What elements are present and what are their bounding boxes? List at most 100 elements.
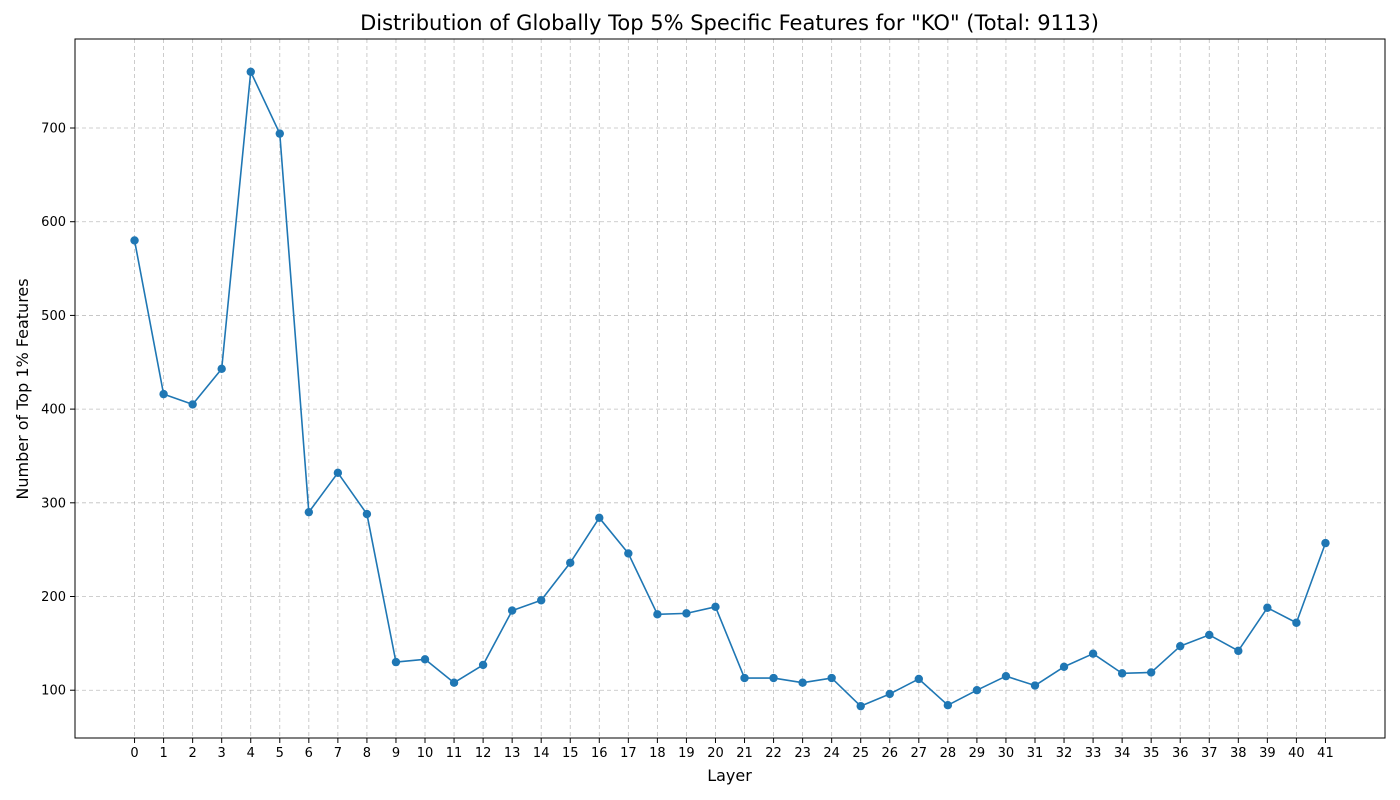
- data-point: [1146, 668, 1156, 677]
- data-point: [420, 655, 430, 664]
- data-point: [333, 468, 343, 478]
- x-tick-label: 33: [1085, 746, 1102, 761]
- y-tick-label: 200: [41, 590, 66, 605]
- x-tick-label: 4: [247, 746, 255, 761]
- x-tick-label: 10: [417, 746, 434, 761]
- data-point: [1030, 681, 1040, 690]
- data-point: [391, 657, 401, 667]
- x-tick-label: 9: [392, 746, 400, 761]
- x-tick-label: 31: [1027, 746, 1044, 761]
- x-tick-label: 19: [678, 746, 695, 761]
- data-point: [856, 701, 865, 711]
- data-point: [217, 364, 226, 374]
- data-point: [624, 549, 633, 558]
- data-point: [798, 678, 807, 687]
- x-tick-label: 0: [130, 746, 138, 761]
- data-point: [130, 236, 139, 245]
- axes-layer: 0 1 2 3 4 5 6 7 8 9 10 11 12 13 14 15 16 17 18 19 20 21 22 23 24…: [41, 38, 1386, 761]
- data-point: [188, 400, 197, 409]
- x-tick-label: 39: [1259, 746, 1276, 761]
- data-point: [653, 610, 662, 619]
- x-tick-label: 14: [533, 746, 550, 761]
- x-tick-label: 12: [475, 746, 492, 761]
- x-tick-label: 23: [794, 746, 811, 761]
- data-point: [1234, 646, 1243, 656]
- series-line: [133, 70, 1327, 707]
- x-tick-label: 3: [218, 746, 226, 761]
- data-point: [769, 673, 778, 683]
- x-tick-label: 18: [649, 746, 666, 761]
- data-point: [304, 507, 314, 517]
- data-point: [536, 596, 546, 605]
- data-point: [1088, 649, 1098, 658]
- data-point: [246, 67, 255, 76]
- x-tick-label: 17: [620, 746, 637, 761]
- x-tick-label: 38: [1230, 746, 1247, 761]
- x-tick-label: 32: [1056, 746, 1073, 761]
- data-point: [275, 129, 284, 138]
- x-tick-label: 27: [911, 746, 928, 761]
- data-point: [914, 674, 924, 684]
- x-tick-label: 25: [852, 746, 869, 761]
- x-tick-label: 30: [998, 746, 1015, 761]
- data-point: [711, 602, 720, 612]
- x-tick-label: 7: [334, 746, 342, 761]
- x-tick-label: 8: [363, 746, 371, 761]
- x-tick-label: 37: [1201, 746, 1218, 761]
- data-point: [478, 660, 488, 670]
- x-tick-label: 40: [1288, 746, 1305, 761]
- x-tick-label: 6: [305, 746, 313, 761]
- x-tick-label: 24: [823, 746, 840, 761]
- data-point: [885, 689, 894, 699]
- series-layer: [130, 67, 1330, 711]
- x-axis-label: Layer: [707, 766, 752, 785]
- data-point: [507, 606, 517, 615]
- y-tick-label: 600: [41, 215, 66, 230]
- x-tick-label: 1: [159, 746, 167, 761]
- x-tick-label: 21: [736, 746, 753, 761]
- data-point: [682, 609, 691, 618]
- data-point: [1059, 662, 1069, 671]
- data-point: [566, 558, 575, 567]
- x-tick-label: 2: [188, 746, 196, 761]
- x-tick-label: 34: [1114, 746, 1131, 761]
- x-tick-label: 28: [940, 746, 957, 761]
- x-tick-label: 26: [881, 746, 898, 761]
- y-tick-label: 300: [41, 496, 66, 511]
- data-point: [827, 673, 836, 683]
- x-tick-label: 29: [969, 746, 986, 761]
- chart-title: Distribution of Globally Top 5% Specific…: [360, 11, 1099, 35]
- data-point: [1263, 603, 1272, 612]
- data-point: [449, 678, 459, 687]
- y-tick-label: 700: [41, 122, 66, 137]
- data-point: [1176, 641, 1185, 651]
- x-tick-label: 41: [1317, 746, 1334, 761]
- y-tick-label: 100: [41, 684, 66, 699]
- data-point: [1321, 538, 1330, 548]
- data-point: [1205, 630, 1214, 640]
- x-tick-label: 11: [446, 746, 463, 761]
- data-point: [972, 686, 982, 695]
- plot-frame: [74, 38, 1386, 739]
- x-tick-label: 5: [276, 746, 284, 761]
- grid-layer: [75, 39, 1385, 738]
- x-tick-label: 35: [1143, 746, 1160, 761]
- data-point: [595, 513, 604, 523]
- data-point: [1001, 671, 1011, 681]
- y-axis-label: Number of Top 1% Features: [13, 278, 32, 499]
- x-tick-label: 20: [707, 746, 724, 761]
- data-point: [740, 673, 749, 683]
- x-tick-label: 13: [504, 746, 521, 761]
- data-point: [159, 389, 168, 399]
- data-point: [943, 701, 953, 710]
- x-tick-label: 16: [591, 746, 608, 761]
- data-point: [362, 509, 372, 519]
- x-tick-label: 15: [562, 746, 579, 761]
- y-tick-label: 500: [41, 309, 66, 324]
- x-tick-label: 22: [765, 746, 782, 761]
- x-tick-label: 36: [1172, 746, 1189, 761]
- data-point: [1117, 669, 1127, 678]
- y-tick-label: 400: [41, 403, 66, 418]
- data-point: [1292, 618, 1301, 627]
